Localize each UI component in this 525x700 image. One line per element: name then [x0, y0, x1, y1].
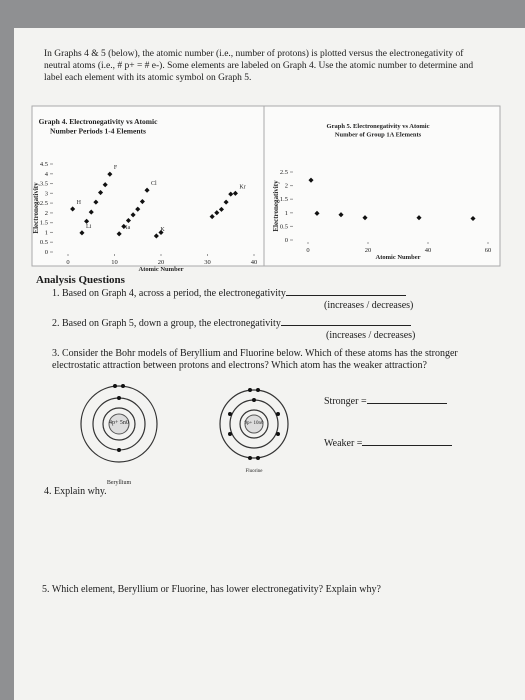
y-tick-label: 0.5 — [40, 239, 48, 246]
graphs: Graph 4. Electronegativity vs Atomic Numb… — [31, 105, 501, 272]
x-tick-label: 10 — [111, 259, 118, 266]
weaker-label: Weaker = — [324, 438, 363, 449]
data-point — [125, 217, 131, 224]
intro-text: In Graphs 4 & 5 (below), the atomic numb… — [44, 49, 474, 83]
chart-title: Graph 5. Electronegativity vs Atomic Numb… — [327, 123, 430, 139]
x-axis-label: Atomic Number — [376, 254, 421, 261]
y-tick-label: 3.5 — [40, 181, 48, 188]
data-point — [88, 209, 94, 215]
data-point — [153, 233, 159, 239]
x-tick-label: 60 — [485, 247, 492, 254]
y-tick-label: 1.5 — [40, 220, 48, 227]
q1-options: (increases / decreases) — [324, 300, 414, 311]
data-point — [416, 215, 422, 221]
data-point — [98, 190, 104, 196]
weaker: Weaker = — [324, 436, 453, 450]
x-axis-label: Atomic Number — [139, 266, 184, 272]
data-point — [107, 171, 113, 177]
data-point — [130, 212, 136, 218]
y-axis-label: Electronegativity — [32, 182, 40, 234]
y-tick-label: 1.5 — [280, 196, 288, 203]
x-tick-label: 0 — [306, 247, 309, 254]
data-point — [139, 199, 145, 205]
data-point — [84, 218, 90, 224]
question-1: 1. Based on Graph 4, across a period, th… — [52, 286, 406, 300]
y-tick-label: 3 — [45, 190, 48, 197]
bohr-models: 4p+ 5n0 Beryllium 9p+ 10n0 Fluorine — [80, 384, 289, 486]
x-tick-label: 40 — [425, 247, 432, 254]
x-tick-label: 40 — [251, 259, 258, 266]
worksheet: In Graphs 4 & 5 (below), the atomic numb… — [14, 28, 525, 700]
y-tick-label: 0 — [45, 249, 48, 256]
x-tick-label: 0 — [66, 259, 69, 266]
data-point — [209, 214, 215, 220]
graph-5-frame — [263, 105, 501, 267]
answer-blank — [366, 394, 447, 404]
q2-text: 2. Based on Graph 5, down a group, the e… — [52, 318, 281, 329]
question-5: 5. Which element, Beryllium or Fluorine,… — [42, 584, 381, 595]
data-point — [228, 191, 234, 197]
x-tick-label: 20 — [158, 259, 165, 266]
beryllium-label: Beryllium — [107, 480, 132, 486]
y-tick-label: 2.5 — [40, 200, 48, 207]
data-point — [362, 215, 368, 221]
answer-blank — [362, 436, 453, 446]
answer-blank — [280, 316, 411, 326]
question-4: 4. Explain why. — [44, 486, 107, 497]
graph-4-frame — [31, 105, 265, 267]
y-tick-label: 1 — [45, 229, 48, 236]
x-tick-label: 30 — [204, 259, 211, 266]
fluorine-nucleus: 9p+ 10n0 — [244, 421, 264, 426]
y-tick-label: 2.5 — [280, 169, 288, 176]
data-point — [116, 231, 122, 237]
y-tick-label: 0 — [285, 237, 288, 244]
question-3: 3. Consider the Bohr models of Beryllium… — [52, 348, 458, 371]
answer-blank — [285, 286, 406, 296]
y-tick-label: 4 — [45, 171, 49, 178]
fluorine-label: Fluorine — [246, 469, 264, 474]
beryllium-nucleus: 4p+ 5n0 — [109, 420, 129, 426]
point-label: K — [160, 227, 165, 233]
data-point — [121, 223, 127, 229]
y-axis-label: Electronegativity — [272, 180, 280, 232]
data-point — [102, 182, 108, 188]
section-heading: Analysis Questions — [36, 274, 125, 286]
point-label: Li — [86, 224, 92, 230]
chart-title: Graph 4. Electronegativity vs Atomic Numb… — [39, 117, 158, 136]
x-tick-label: 20 — [365, 247, 372, 254]
y-tick-label: 2 — [45, 210, 48, 217]
data-point — [223, 199, 229, 205]
point-label: Cl — [151, 181, 157, 187]
stronger-label: Stronger = — [324, 396, 367, 407]
q1-text: 1. Based on Graph 4, across a period, th… — [52, 288, 286, 299]
point-label: F — [114, 165, 118, 171]
data-point — [70, 206, 76, 212]
intro: In Graphs 4 & 5 (below), the atomic numb… — [44, 48, 484, 84]
question-2: 2. Based on Graph 5, down a group, the e… — [52, 316, 411, 330]
data-point — [135, 206, 141, 212]
data-point — [158, 229, 164, 235]
y-tick-label: 0.5 — [280, 223, 288, 230]
stronger: Stronger = — [324, 394, 447, 408]
point-label: Na — [123, 225, 130, 231]
y-tick-label: 1 — [285, 210, 288, 217]
y-tick-label: 2 — [285, 183, 288, 190]
q2-options: (increases / decreases) — [326, 330, 416, 341]
point-label: H — [77, 200, 82, 206]
y-tick-label: 4.5 — [40, 161, 48, 168]
point-label: Kr — [239, 184, 245, 190]
